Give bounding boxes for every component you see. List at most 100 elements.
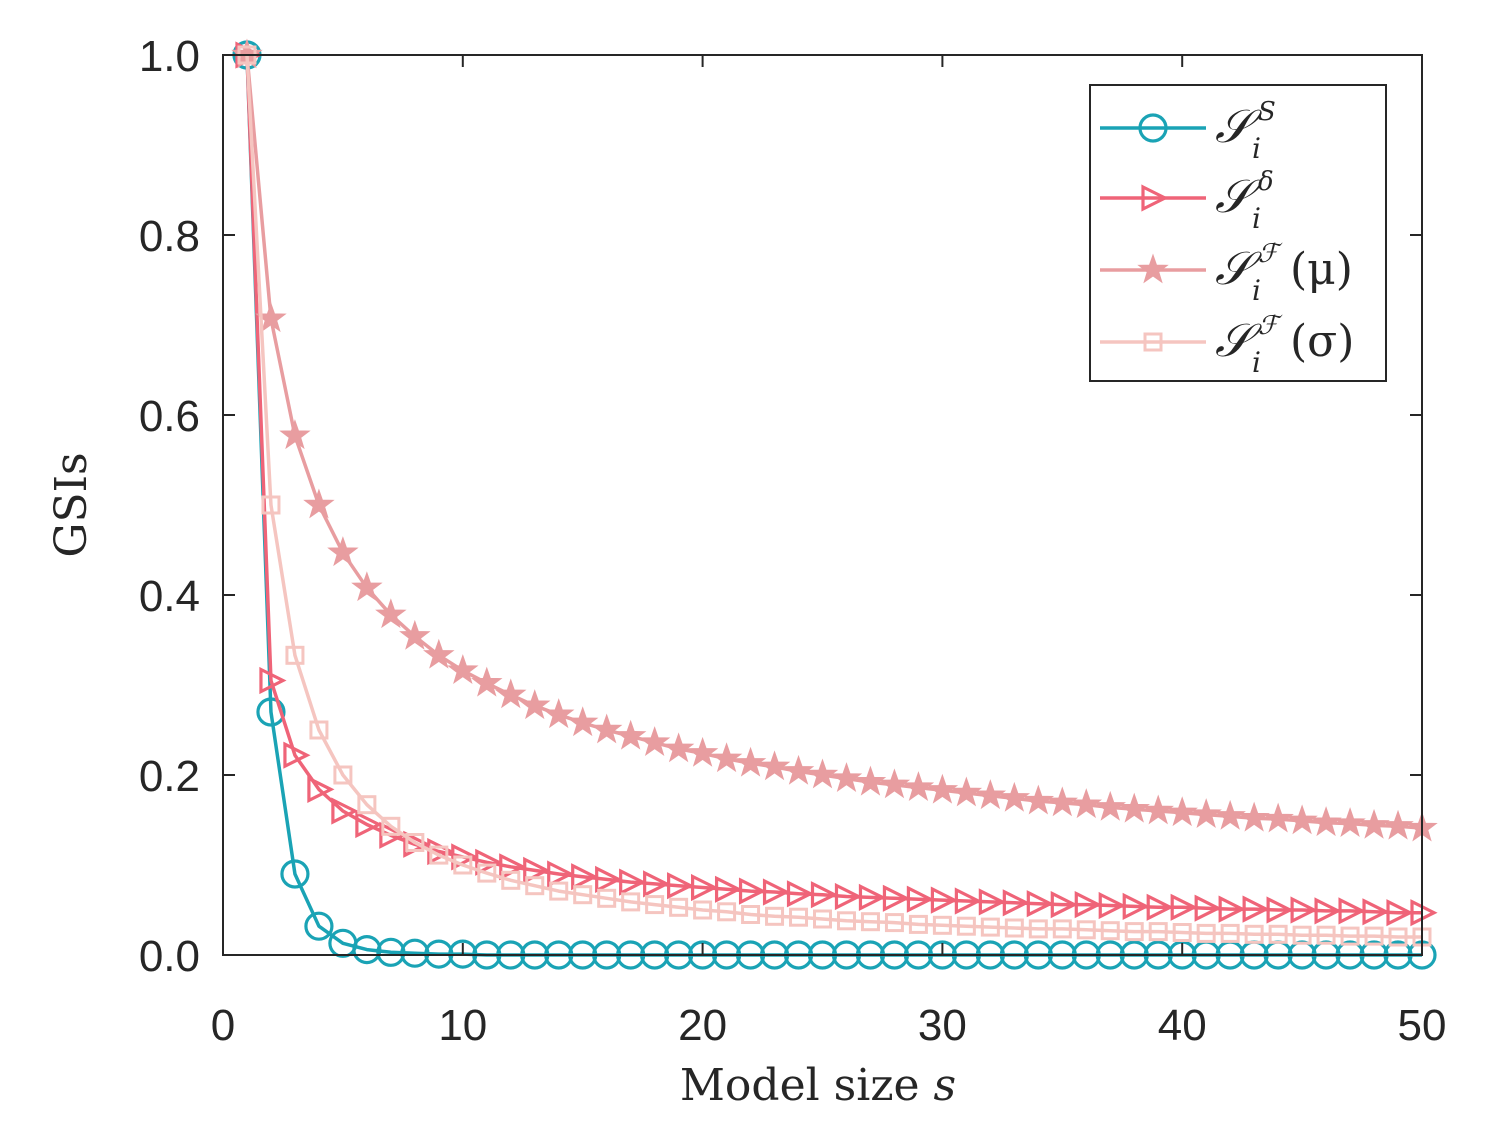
- x-tick-label: 20: [678, 1001, 727, 1050]
- data-point: [1074, 891, 1102, 919]
- y-axis-title: GSIs: [46, 452, 97, 557]
- data-point: [1340, 926, 1360, 946]
- data-point: [590, 713, 623, 744]
- data-point: [998, 781, 1031, 812]
- data-point: [519, 689, 551, 720]
- data-point: [1364, 926, 1384, 946]
- data-point: [765, 906, 785, 926]
- data-point: [762, 878, 791, 906]
- data-point: [597, 888, 617, 908]
- x-axis-label: Model size: [680, 1060, 920, 1111]
- data-point: [1004, 918, 1024, 938]
- data-point: [451, 843, 479, 871]
- y-tick-label: 0.8: [139, 212, 200, 261]
- data-point: [547, 860, 575, 888]
- data-point: [686, 736, 719, 767]
- data-point: [1050, 891, 1078, 919]
- x-tick-label: 30: [918, 1001, 967, 1050]
- data-point: [525, 876, 545, 896]
- data-point: [501, 870, 521, 890]
- data-point: [495, 678, 527, 709]
- y-tick-label: 0.0: [139, 932, 200, 981]
- data-point: [279, 419, 311, 450]
- data-point: [710, 742, 743, 773]
- data-point: [471, 666, 503, 697]
- data-point: [280, 859, 310, 889]
- data-point: [331, 797, 359, 825]
- data-point: [714, 875, 743, 903]
- legend-argument: (μ): [1290, 244, 1353, 295]
- data-point: [303, 488, 335, 519]
- data-point: [1262, 802, 1294, 833]
- data-point: [1052, 919, 1072, 939]
- data-point: [810, 881, 839, 909]
- data-point: [956, 916, 976, 936]
- data-point: [645, 895, 665, 915]
- data-point: [667, 872, 695, 900]
- data-point: [1146, 893, 1174, 921]
- data-point: [333, 765, 353, 785]
- data-point: [453, 855, 473, 875]
- data-point: [786, 880, 815, 908]
- data-point: [1338, 897, 1366, 925]
- data-point: [1122, 892, 1150, 920]
- data-point: [261, 495, 281, 515]
- data-point: [327, 536, 359, 567]
- legend-marker: [1143, 332, 1163, 352]
- data-point: [741, 905, 761, 924]
- data-point: [902, 771, 935, 801]
- data-point: [836, 911, 856, 931]
- data-point: [1358, 808, 1390, 839]
- data-point: [400, 938, 430, 968]
- data-point: [978, 888, 1006, 916]
- data-point: [974, 779, 1007, 810]
- data-point: [477, 863, 497, 883]
- data-point: [1194, 894, 1222, 922]
- data-point: [638, 726, 671, 756]
- data-point: [1242, 895, 1270, 923]
- data-point: [1022, 784, 1055, 815]
- data-point: [980, 917, 1000, 937]
- data-point: [1002, 889, 1030, 917]
- data-point: [830, 762, 863, 792]
- data-point: [643, 870, 671, 898]
- data-point: [1286, 804, 1318, 835]
- data-point: [734, 746, 767, 777]
- data-point: [1100, 921, 1120, 941]
- data-point: [908, 914, 928, 934]
- data-point: [669, 897, 689, 917]
- data-point: [1070, 788, 1102, 819]
- data-point: [1290, 896, 1318, 924]
- data-point: [1118, 792, 1150, 823]
- data-point: [1190, 798, 1222, 828]
- legend-box: [1089, 84, 1387, 382]
- data-point: [1026, 890, 1054, 918]
- data-point: [813, 909, 832, 929]
- data-point: [1028, 919, 1048, 939]
- series-S_i^delta: [235, 41, 1438, 927]
- data-point: [1314, 897, 1342, 925]
- legend-marker: [1137, 253, 1169, 284]
- legend-superscript: S: [1258, 97, 1276, 127]
- series-S_i^F(mu): [231, 38, 1438, 842]
- data-point: [1046, 786, 1079, 817]
- data-point: [950, 776, 983, 807]
- data-point: [954, 887, 982, 915]
- data-point: [1170, 893, 1198, 921]
- data-point: [782, 754, 815, 785]
- data-point: [854, 765, 887, 796]
- data-point: [379, 821, 407, 849]
- data-point: [355, 810, 383, 839]
- x-tick-label: 10: [438, 1001, 487, 1050]
- data-point: [304, 911, 334, 941]
- data-point: [357, 795, 377, 815]
- data-point: [884, 913, 904, 933]
- data-point: [405, 833, 425, 852]
- series-line: [245, 54, 1422, 939]
- tick-layer: 0 10 20 30 40 50 0.0 0.2 0.4 0.6 0.8 1.0: [139, 32, 1447, 1050]
- data-point: [1310, 806, 1342, 837]
- data-point: [1292, 925, 1312, 945]
- data-point: [834, 882, 863, 911]
- data-point: [309, 720, 329, 740]
